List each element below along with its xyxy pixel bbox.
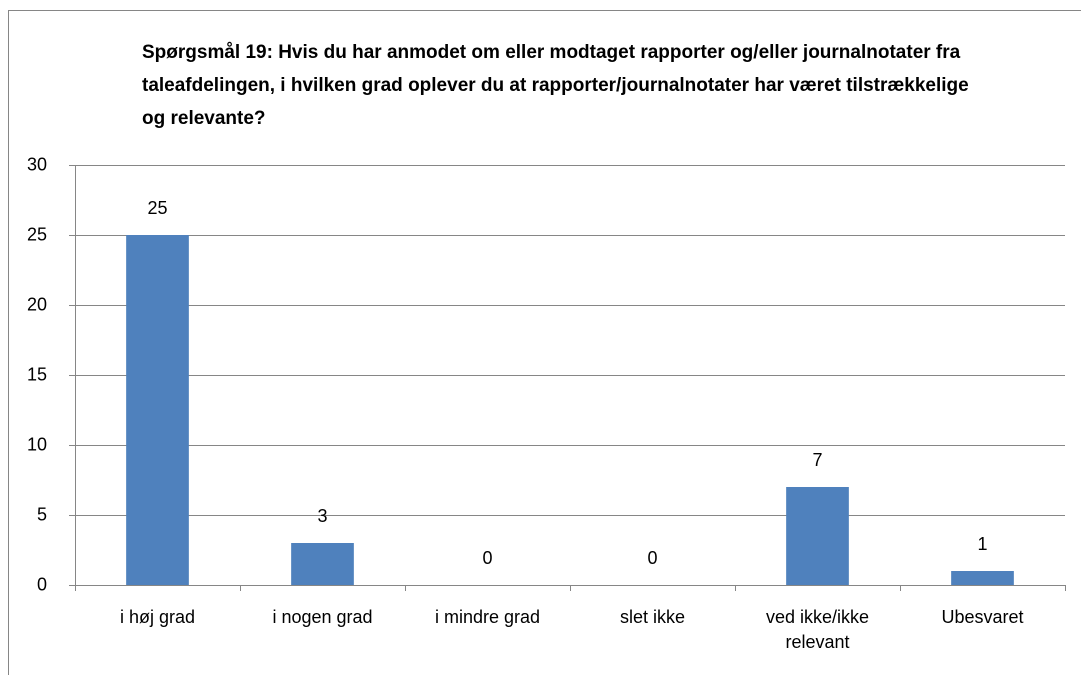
x-tick-label: i høj grad xyxy=(119,607,196,627)
y-tick-label: 20 xyxy=(27,294,47,314)
x-tick-label: Ubesvaret xyxy=(941,607,1024,627)
bar xyxy=(291,543,354,585)
chart-title: Spørgsmål 19: Hvis du har anmodet om ell… xyxy=(142,42,969,129)
value-label: 0 xyxy=(647,548,657,568)
x-tick-label: slet ikke xyxy=(619,607,686,627)
x-tick-label: i nogen grad xyxy=(272,607,373,627)
y-tick-label: 5 xyxy=(37,504,47,524)
value-label: 1 xyxy=(977,534,987,554)
chart-border xyxy=(8,10,1081,675)
bar xyxy=(786,487,849,585)
y-tick-label: 0 xyxy=(37,574,47,594)
value-label: 3 xyxy=(317,506,327,526)
bar xyxy=(126,235,189,585)
value-label: 7 xyxy=(812,450,822,470)
value-label: 25 xyxy=(147,198,167,218)
y-tick-label: 25 xyxy=(27,224,47,244)
x-tick-label: ved ikke/ikke relevant xyxy=(765,607,870,652)
y-tick-label: 15 xyxy=(27,364,47,384)
x-tick-label: i mindre grad xyxy=(434,607,541,627)
value-label: 0 xyxy=(482,548,492,568)
y-tick-label: 10 xyxy=(27,434,47,454)
bar xyxy=(951,571,1014,585)
y-tick-label: 30 xyxy=(27,154,47,174)
